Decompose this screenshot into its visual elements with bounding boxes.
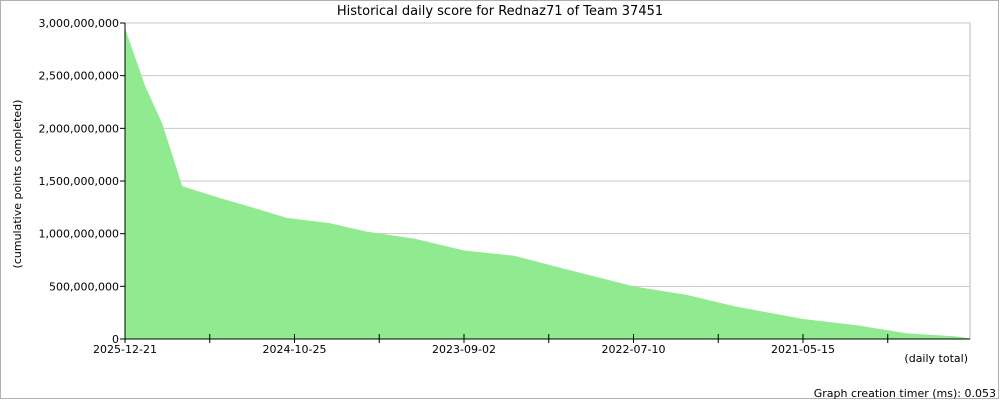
y-axis-ticks: 0 500,000,000 1,000,000,000 1,500,000,000 2,… <box>39 17 125 346</box>
x-tick-label: 2023-09-02 <box>432 343 496 356</box>
y-tick-label: 0 <box>112 333 119 346</box>
graph-timer-text: Graph creation timer (ms): 0.053 <box>814 387 996 400</box>
series-area <box>125 28 970 340</box>
y-tick-label: 3,000,000,000 <box>39 17 119 30</box>
x-axis-label: (daily total) <box>904 352 968 365</box>
x-tick-label: 2022-07-10 <box>602 343 666 356</box>
x-tick-label: 2024-10-25 <box>263 343 327 356</box>
x-tick-label: 2021-05-15 <box>771 343 835 356</box>
y-axis-label: (cumulative points completed) <box>11 100 24 269</box>
y-tick-label: 2,000,000,000 <box>39 122 119 135</box>
x-tick-label: 2025-12-21 <box>93 343 157 356</box>
chart-title: Historical daily score for Rednaz71 of T… <box>337 4 663 19</box>
y-tick-label: 1,000,000,000 <box>39 228 119 241</box>
y-tick-label: 2,500,000,000 <box>39 70 119 83</box>
y-tick-label: 500,000,000 <box>49 280 119 293</box>
y-tick-label: 1,500,000,000 <box>39 175 119 188</box>
